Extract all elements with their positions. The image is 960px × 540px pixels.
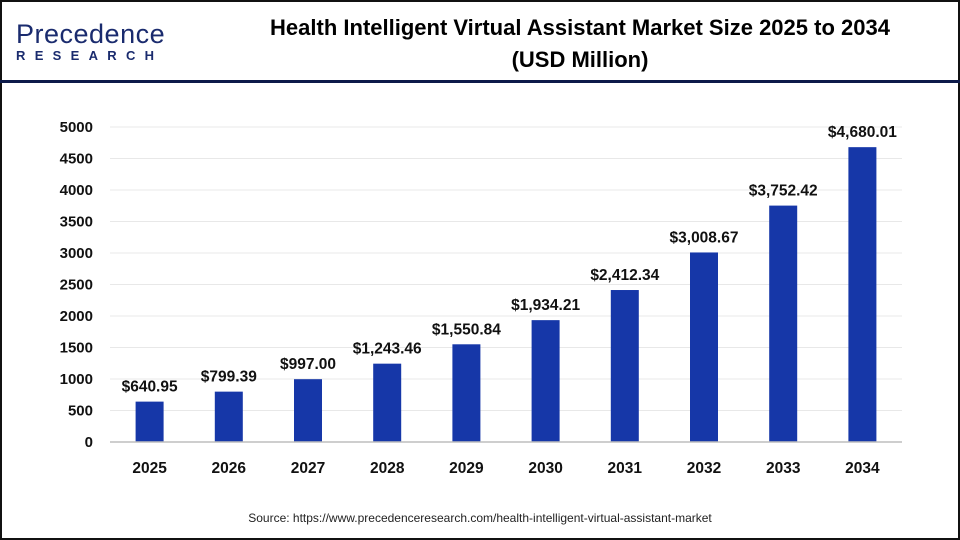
x-tick-label: 2030 [528, 460, 562, 477]
title-main: Health Intelligent Virtual Assistant Mar… [270, 15, 890, 40]
y-tick-label: 3000 [60, 245, 93, 262]
data-label: $2,412.34 [590, 267, 659, 284]
bar-2025 [135, 401, 164, 442]
title-unit: (USD Million) [511, 47, 649, 72]
bar-2030 [531, 320, 560, 442]
data-label: $640.95 [122, 379, 178, 396]
bar-2026 [214, 391, 243, 442]
x-tick-label: 2034 [845, 460, 880, 477]
y-tick-label: 1500 [60, 340, 93, 357]
precedence-research-logo: Precedence RESEARCH [16, 20, 165, 63]
y-tick-label: 3500 [60, 214, 93, 231]
x-tick-label: 2028 [370, 460, 405, 477]
x-tick-label: 2031 [608, 460, 643, 477]
bar-2032 [690, 252, 718, 442]
y-tick-label: 4500 [60, 151, 93, 168]
data-label: $4,680.01 [828, 124, 897, 141]
data-label: $997.00 [280, 356, 336, 373]
logo-line2: RESEARCH [16, 48, 164, 63]
y-tick-label: 4000 [60, 182, 93, 199]
logo-line1: Precedence [16, 19, 166, 49]
header-divider [0, 80, 960, 83]
bar-2033 [769, 205, 798, 442]
y-tick-label: 2000 [60, 308, 93, 325]
y-tick-label: 500 [68, 403, 93, 420]
x-tick-label: 2025 [132, 460, 167, 477]
x-tick-label: 2029 [449, 460, 484, 477]
data-label: $3,008.67 [670, 229, 739, 246]
data-label: $1,243.46 [353, 341, 422, 358]
data-label: $1,934.21 [511, 297, 580, 314]
y-tick-label: 5000 [60, 119, 93, 136]
x-tick-label: 2026 [212, 460, 247, 477]
bar-2028 [373, 363, 402, 442]
data-label: $1,550.84 [432, 321, 501, 338]
bar-2031 [610, 290, 639, 442]
y-tick-label: 0 [85, 434, 93, 451]
x-tick-label: 2027 [291, 460, 325, 477]
x-tick-label: 2032 [687, 460, 721, 477]
bar-2027 [294, 379, 322, 442]
bar-2034 [848, 147, 877, 442]
y-tick-label: 1000 [60, 371, 93, 388]
y-tick-label: 2500 [60, 277, 93, 294]
data-label: $3,752.42 [749, 183, 818, 200]
data-label: $799.39 [201, 369, 257, 386]
source-note: Source: https://www.precedenceresearch.c… [248, 511, 712, 525]
bar-2029 [452, 344, 481, 442]
chart-title: Health Intelligent Virtual Assistant Mar… [200, 12, 960, 76]
x-tick-label: 2033 [766, 460, 801, 477]
